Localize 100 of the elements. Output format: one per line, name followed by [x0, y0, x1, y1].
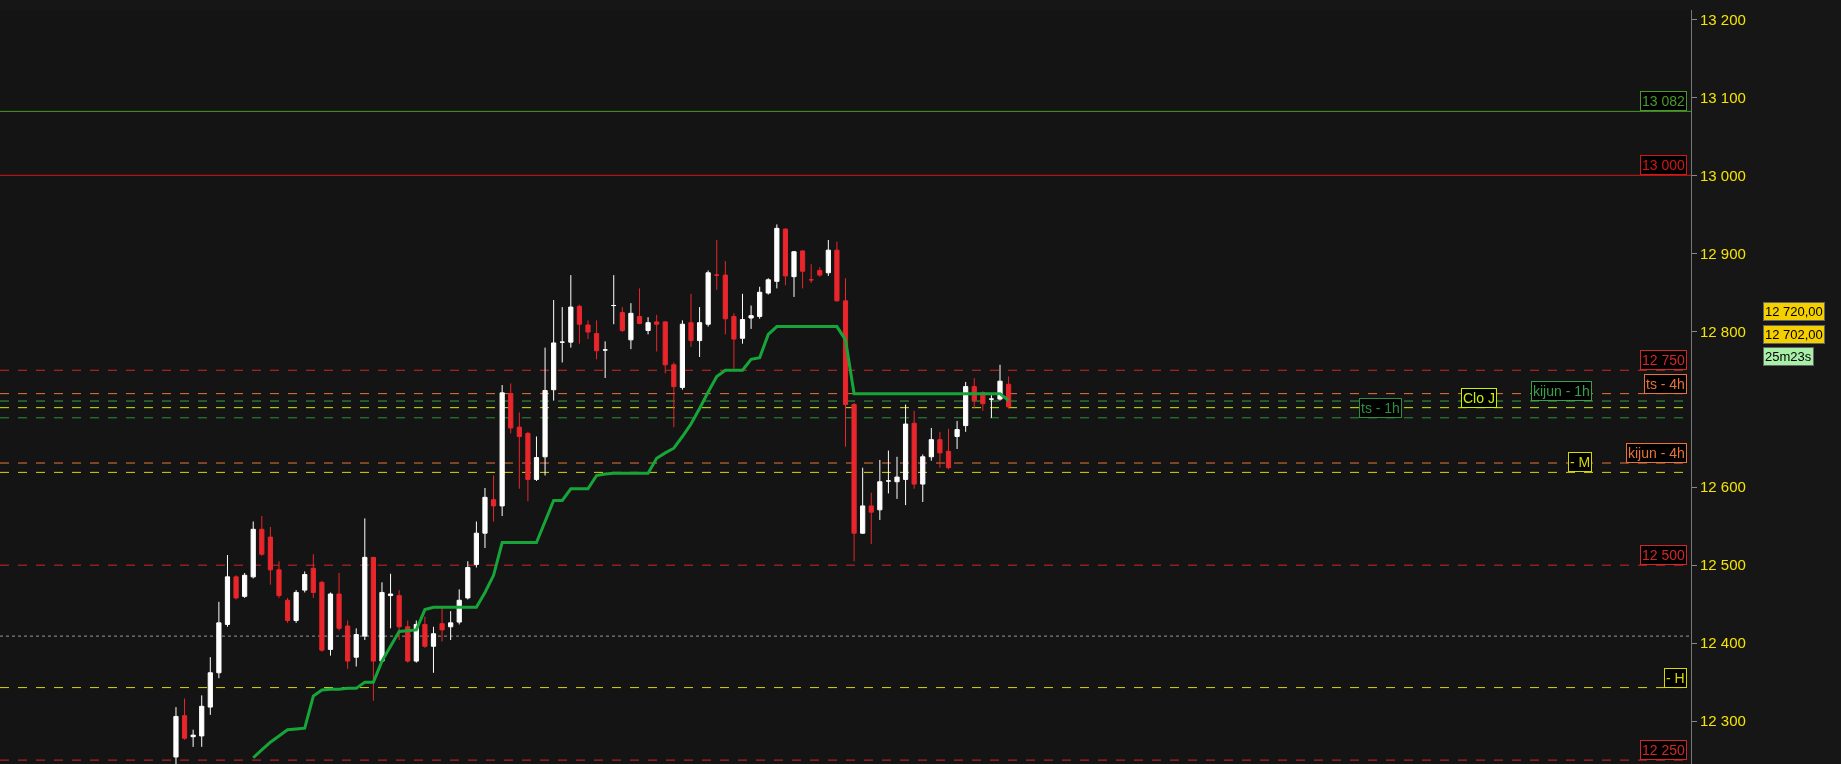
ref-line-label: 13 000 [1642, 157, 1686, 173]
candlestick [817, 266, 823, 278]
ref-line-label: ts - 4h [1646, 376, 1685, 392]
candlestick [276, 560, 282, 599]
y-tick-label: 12 900 [1700, 244, 1746, 262]
candlestick [353, 627, 359, 668]
candlestick [250, 521, 256, 579]
candlestick [482, 487, 488, 549]
candlestick [696, 306, 703, 358]
candlestick [757, 286, 763, 320]
candlestick [1005, 375, 1012, 409]
candlestick [259, 515, 265, 557]
y-tick-label: 13 000 [1700, 166, 1746, 184]
candlestick [448, 610, 454, 641]
candlestick [310, 553, 316, 599]
candlestick [181, 698, 188, 741]
candlestick [336, 572, 342, 632]
candlestick [714, 239, 720, 291]
candlestick [636, 287, 643, 325]
candlestick [559, 306, 565, 363]
candlestick [516, 411, 522, 490]
ref-line-label: 12 500 [1642, 547, 1686, 563]
candlestick [791, 250, 797, 298]
candlestick [327, 591, 334, 657]
ref-line-label: 12 750 [1642, 352, 1686, 368]
candlestick [799, 249, 806, 289]
candlestick [731, 312, 737, 370]
candlestick [954, 420, 960, 450]
candlestick [868, 492, 874, 545]
candlestick [860, 467, 866, 535]
candlestick [173, 706, 179, 764]
candlestick [988, 394, 995, 419]
candlestick [885, 450, 892, 494]
candlestick [851, 402, 857, 562]
candlestick [825, 239, 831, 277]
y-tick-label: 13 200 [1700, 10, 1746, 28]
candlestick [585, 319, 591, 340]
candlestick [739, 293, 746, 345]
candlestick [216, 601, 222, 679]
candlestick [576, 304, 583, 345]
candlestick [387, 573, 394, 629]
candlestick [593, 319, 600, 360]
y-tick-label: 12 300 [1700, 712, 1746, 730]
candlestick [902, 404, 909, 506]
ref-line-label: kijun - 4h [1628, 445, 1685, 461]
candlestick [911, 410, 917, 490]
candlestick [396, 589, 402, 641]
candlestick [963, 381, 969, 433]
candlestick [645, 316, 651, 335]
ref-line-label: Clo J [1463, 390, 1495, 406]
ref-line-label: - M [1570, 454, 1591, 470]
candlestick [473, 521, 479, 569]
candlestick [782, 227, 789, 286]
candlestick [465, 560, 471, 600]
candlestick [293, 589, 299, 624]
y-tick-label: 12 500 [1700, 556, 1746, 574]
ref-line-label: 12 250 [1642, 742, 1686, 758]
candlestick [525, 431, 531, 502]
candlestick [542, 347, 548, 476]
candlestick [319, 580, 325, 653]
candlestick [671, 361, 677, 428]
candlestick [267, 526, 273, 586]
candlestick [568, 274, 574, 349]
candlestick [379, 581, 385, 664]
candlestick [422, 616, 428, 649]
candlestick [242, 572, 248, 599]
candlestick [774, 223, 780, 289]
ref-line-label: 13 082 [1642, 93, 1686, 109]
text: 25m23s [1765, 349, 1812, 364]
text: 12 702,00 [1765, 327, 1823, 342]
candlestick [688, 293, 694, 348]
ref-line-label: ts - 1h [1361, 400, 1400, 416]
candlestick [611, 274, 617, 325]
candlestick [405, 620, 411, 664]
candlestick [834, 241, 840, 303]
candlestick [920, 453, 926, 503]
text: 12 720,00 [1765, 304, 1823, 319]
candlestick [705, 269, 711, 328]
candlestick [190, 729, 196, 748]
candlestick [302, 570, 308, 593]
candlestick [345, 620, 351, 670]
candlestick [533, 436, 540, 482]
candlestick [877, 459, 883, 521]
candlestick [199, 694, 205, 748]
candlestick [808, 263, 814, 284]
candlestick [662, 320, 668, 374]
candlestick [765, 277, 771, 296]
candlestick [284, 597, 291, 624]
candlestick [654, 314, 660, 353]
candlestick [362, 517, 368, 641]
line-series [251, 325, 1011, 760]
candlestick [370, 556, 376, 702]
candlestick [679, 319, 686, 391]
candlestick [233, 574, 239, 600]
candlestick [430, 626, 437, 674]
ref-line-label: - H [1666, 670, 1685, 686]
candlestick [499, 384, 505, 517]
candlestick [894, 456, 900, 500]
candlestick [722, 260, 728, 335]
candlestick [937, 431, 943, 469]
